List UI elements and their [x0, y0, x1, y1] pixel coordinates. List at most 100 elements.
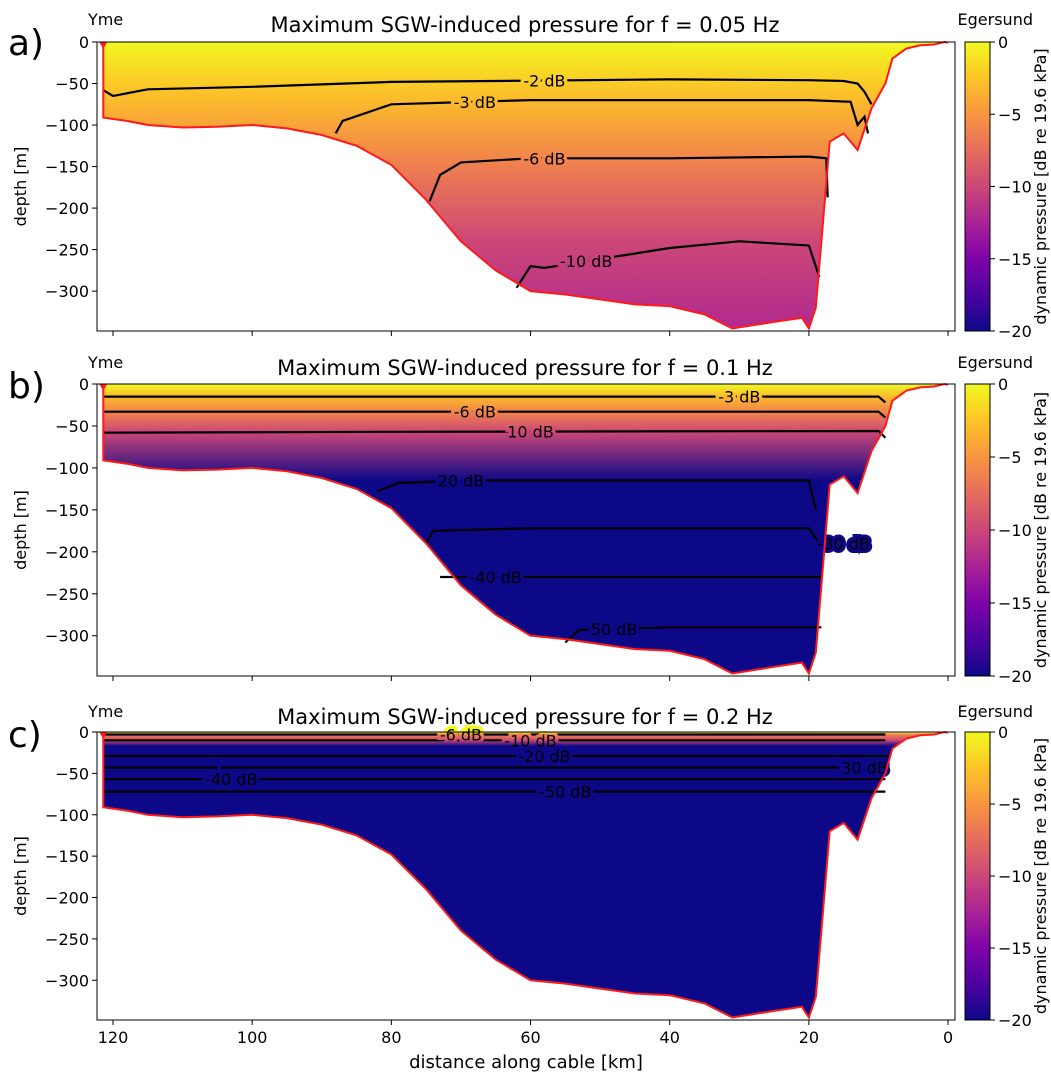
right-location: Egersund — [958, 353, 1033, 372]
y-tick-label: −250 — [45, 585, 89, 604]
contour-line — [103, 395, 887, 404]
y-tick-label: −50 — [55, 764, 89, 783]
colorbar-tick-label: −15 — [998, 594, 1032, 613]
contour-label: -6 dB — [523, 149, 565, 168]
colorbar-tick-label: −5 — [998, 105, 1022, 124]
panel-letter: c) — [8, 715, 42, 756]
chart-title: Maximum SGW-induced pressure for f = 0.1… — [277, 356, 773, 380]
colorbar-tick-label: −5 — [998, 795, 1022, 814]
contour-label: -10 dB — [560, 252, 612, 271]
contour-label: -3 dB — [454, 93, 496, 112]
contour-label: -20 dB — [518, 747, 570, 766]
x-tick-label: 80 — [381, 1028, 401, 1047]
plot-frame — [96, 41, 956, 332]
y-tick-label: −200 — [45, 543, 89, 562]
colorbar-tick-label: −15 — [998, 250, 1032, 269]
right-location: Egersund — [958, 702, 1033, 721]
x-tick-label: 40 — [660, 1028, 680, 1047]
contour-label: -30 dB — [817, 534, 869, 553]
colorbar — [964, 41, 991, 332]
y-tick-label: −250 — [45, 241, 89, 260]
colorbar-tick-label: 0 — [998, 375, 1008, 394]
contour-label: 30 dB — [841, 759, 888, 778]
contour-label: 10 dB — [507, 423, 554, 442]
left-location: Yme — [87, 10, 123, 29]
y-tick-label: −100 — [45, 806, 89, 825]
colorbar — [964, 383, 991, 677]
right-location: Egersund — [958, 10, 1033, 29]
yme-marker — [99, 732, 108, 739]
contour-label: -50 dB — [539, 783, 591, 802]
panel-letter: b) — [8, 366, 45, 407]
y-axis-label: depth [m] — [11, 147, 30, 227]
y-tick-label: −300 — [45, 627, 89, 646]
colorbar-tick-label: −20 — [998, 667, 1032, 686]
colorbar-tick-label: 0 — [998, 723, 1008, 742]
y-tick-label: −200 — [45, 199, 89, 218]
y-tick-label: −50 — [55, 417, 89, 436]
y-tick-label: −100 — [45, 459, 89, 478]
y-tick-label: 0 — [79, 33, 89, 52]
contour-line — [515, 240, 821, 289]
yme-marker — [99, 42, 108, 49]
y-tick-label: −50 — [55, 75, 89, 94]
contour-label: -40 dB — [470, 568, 522, 587]
contour-label: -3 dB — [718, 388, 760, 407]
y-tick-label: −150 — [45, 501, 89, 520]
x-tick-label: 20 — [799, 1028, 819, 1047]
colorbar-tick-label: 0 — [998, 33, 1008, 52]
contour-line — [103, 429, 887, 439]
colorbar-tick-label: −20 — [998, 322, 1032, 341]
colorbar-tick-label: −20 — [998, 1011, 1032, 1030]
colorbar-tick-label: −10 — [998, 521, 1032, 540]
plot-frame — [96, 383, 956, 677]
contour-line — [425, 527, 821, 545]
colorbar-tick-label: −15 — [998, 939, 1032, 958]
colorbar-label: dynamic pressure [dB re 19.6 kPa] — [1031, 48, 1050, 324]
seabed-line — [102, 382, 949, 676]
left-location: Yme — [87, 702, 123, 721]
contour-label: -40 dB — [205, 770, 257, 789]
y-tick-label: 0 — [79, 375, 89, 394]
colorbar-tick-label: −10 — [998, 178, 1032, 197]
y-tick-label: −250 — [45, 930, 89, 949]
chart-title: Maximum SGW-induced pressure for f = 0.0… — [270, 13, 779, 37]
plot-frame — [96, 731, 956, 1021]
colorbar-label: dynamic pressure [dB re 19.6 kPa] — [1031, 738, 1050, 1014]
contour-line — [103, 410, 887, 419]
y-tick-label: −100 — [45, 116, 89, 135]
contour-line — [376, 479, 817, 511]
colorbar-label: dynamic pressure [dB re 19.6 kPa] — [1031, 392, 1050, 668]
contour-label: -6 dB — [454, 403, 496, 422]
colorbar-tick-label: −10 — [998, 867, 1032, 886]
contour-label: 20 dB — [438, 471, 485, 490]
x-tick-label: 120 — [98, 1028, 129, 1047]
x-tick-label: 60 — [520, 1028, 540, 1047]
contour-line — [428, 155, 829, 202]
colorbar-tick-label: −5 — [998, 448, 1022, 467]
y-tick-label: −150 — [45, 847, 89, 866]
yme-marker — [99, 384, 108, 391]
chart-title: Maximum SGW-induced pressure for f = 0.2… — [277, 705, 773, 729]
y-tick-label: 0 — [79, 723, 89, 742]
y-axis-label: depth [m] — [11, 836, 30, 916]
x-tick-label: 100 — [237, 1028, 268, 1047]
y-tick-label: −200 — [45, 889, 89, 908]
x-axis-label: distance along cable [km] — [409, 1052, 643, 1073]
contour-label: 50 dB — [591, 620, 638, 639]
left-location: Yme — [87, 353, 123, 372]
contour-label: -2 dB — [523, 71, 565, 90]
seabed-line — [102, 730, 949, 1020]
contour-line — [102, 78, 873, 105]
seabed-line — [102, 40, 949, 331]
y-tick-label: −300 — [45, 971, 89, 990]
colorbar — [964, 731, 991, 1021]
x-tick-label: 0 — [943, 1028, 953, 1047]
panel-letter: a) — [8, 23, 44, 64]
contour-line — [334, 99, 870, 134]
y-tick-label: −300 — [45, 282, 89, 301]
contour-label: -6 dB — [440, 725, 482, 744]
y-tick-label: −150 — [45, 158, 89, 177]
